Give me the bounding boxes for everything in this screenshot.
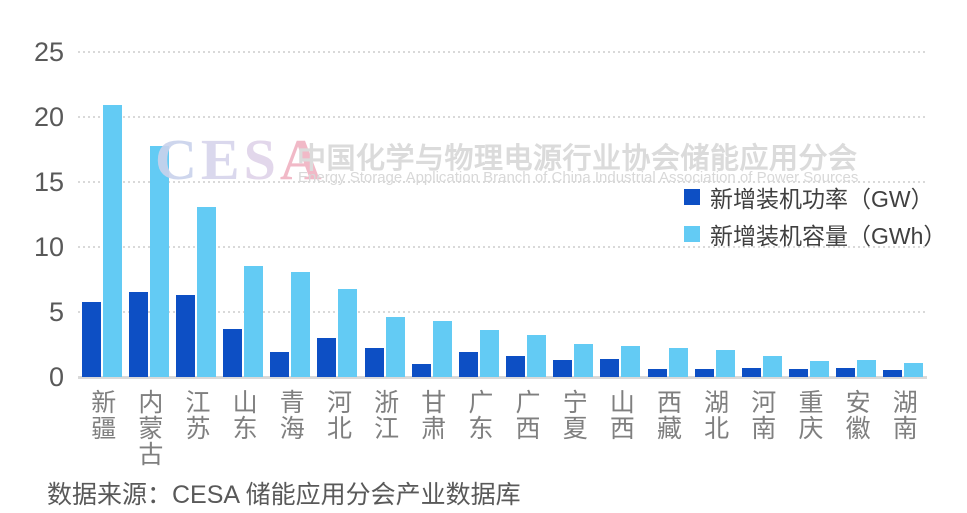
x-axis-label: 宁夏 bbox=[559, 389, 588, 441]
bar-power bbox=[836, 368, 856, 377]
x-axis-label: 山西 bbox=[606, 389, 635, 441]
gridline bbox=[78, 181, 927, 183]
x-axis-label: 甘肃 bbox=[417, 389, 446, 441]
bar-capacity bbox=[244, 266, 264, 377]
legend-item-capacity: 新增装机容量（GWh） bbox=[684, 219, 946, 249]
gridline bbox=[78, 246, 927, 248]
bar-capacity bbox=[102, 105, 122, 377]
x-axis-label: 新疆 bbox=[87, 389, 116, 441]
bar-power bbox=[128, 292, 148, 377]
bar-capacity bbox=[715, 350, 735, 377]
bar-power bbox=[458, 352, 478, 377]
bar-capacity bbox=[149, 146, 169, 377]
x-axis-label: 重庆 bbox=[794, 389, 823, 441]
x-axis-label: 江苏 bbox=[182, 389, 210, 441]
x-axis-label: 浙江 bbox=[370, 389, 399, 441]
gridline bbox=[78, 311, 927, 313]
bar-capacity bbox=[621, 346, 641, 377]
y-axis-label: 5 bbox=[48, 297, 64, 327]
y-axis-label: 15 bbox=[33, 167, 64, 197]
legend-item-power: 新增装机功率（GW） bbox=[684, 182, 946, 212]
y-axis-label: 0 bbox=[48, 362, 64, 392]
bar-capacity bbox=[904, 363, 924, 377]
cesa-letter: C bbox=[155, 127, 201, 192]
source-note: 数据来源：CESA 储能应用分会产业数据库 bbox=[47, 481, 521, 509]
bar-capacity bbox=[762, 356, 782, 377]
bar-power bbox=[176, 295, 195, 377]
legend: 新增装机功率（GW） 新增装机容量（GWh） bbox=[684, 182, 946, 256]
gridline bbox=[78, 51, 927, 53]
x-axis-label: 湖北 bbox=[700, 389, 729, 441]
bar-capacity bbox=[479, 330, 499, 377]
bar-capacity bbox=[809, 361, 829, 377]
bar-power bbox=[223, 329, 243, 377]
x-axis-label: 湖南 bbox=[889, 389, 918, 441]
legend-label-capacity: 新增装机容量（GWh） bbox=[710, 223, 947, 249]
x-axis-label: 河南 bbox=[747, 389, 776, 441]
bar-power bbox=[81, 302, 101, 377]
gridline bbox=[78, 116, 927, 118]
x-axis-baseline bbox=[78, 376, 927, 379]
x-axis-label: 安徽 bbox=[842, 389, 871, 441]
x-axis-label: 内蒙古 bbox=[134, 389, 163, 467]
watermark-title-cn: 中国化学与物理电源行业协会储能应用分会 bbox=[297, 143, 858, 175]
bar-capacity bbox=[197, 207, 216, 377]
watermark-subtitle-en: Energy Storage Application Branch of Chi… bbox=[298, 169, 859, 186]
bar-power bbox=[317, 338, 337, 377]
bar-power bbox=[270, 352, 290, 377]
bar-power bbox=[741, 368, 761, 377]
x-axis-label: 河北 bbox=[323, 389, 352, 441]
bar-capacity bbox=[291, 272, 311, 377]
bar-capacity bbox=[338, 289, 358, 377]
x-axis-label: 山东 bbox=[229, 389, 258, 441]
bar-power bbox=[364, 348, 384, 377]
legend-label-power: 新增装机功率（GW） bbox=[710, 186, 934, 212]
bar-capacity bbox=[432, 321, 452, 377]
x-axis-label: 青海 bbox=[276, 389, 305, 441]
bar-power bbox=[883, 370, 903, 377]
cesa-watermark-logo: CESA bbox=[155, 126, 326, 193]
x-axis-label: 广西 bbox=[512, 389, 541, 441]
bar-power bbox=[647, 369, 667, 377]
bar-power bbox=[411, 364, 431, 377]
bar-capacity bbox=[668, 348, 688, 377]
bar-capacity bbox=[385, 317, 405, 377]
bar-capacity bbox=[527, 335, 547, 377]
y-axis-label: 20 bbox=[33, 102, 64, 132]
bar-power bbox=[506, 356, 526, 377]
y-axis-label: 10 bbox=[33, 232, 64, 262]
bar-power bbox=[694, 369, 714, 377]
x-axis-label: 西藏 bbox=[653, 389, 682, 441]
y-axis-label: 25 bbox=[33, 37, 64, 67]
cesa-letter: S bbox=[243, 127, 280, 192]
x-axis-label: 广东 bbox=[464, 389, 493, 441]
bar-capacity bbox=[574, 344, 594, 377]
bar-power bbox=[553, 360, 573, 377]
cesa-letter: A bbox=[279, 127, 326, 192]
bar-power bbox=[600, 359, 620, 377]
legend-swatch-capacity bbox=[684, 226, 700, 242]
legend-swatch-power bbox=[684, 189, 700, 205]
bar-power bbox=[788, 369, 808, 377]
cesa-letter: E bbox=[200, 127, 244, 192]
bar-capacity bbox=[857, 360, 877, 377]
